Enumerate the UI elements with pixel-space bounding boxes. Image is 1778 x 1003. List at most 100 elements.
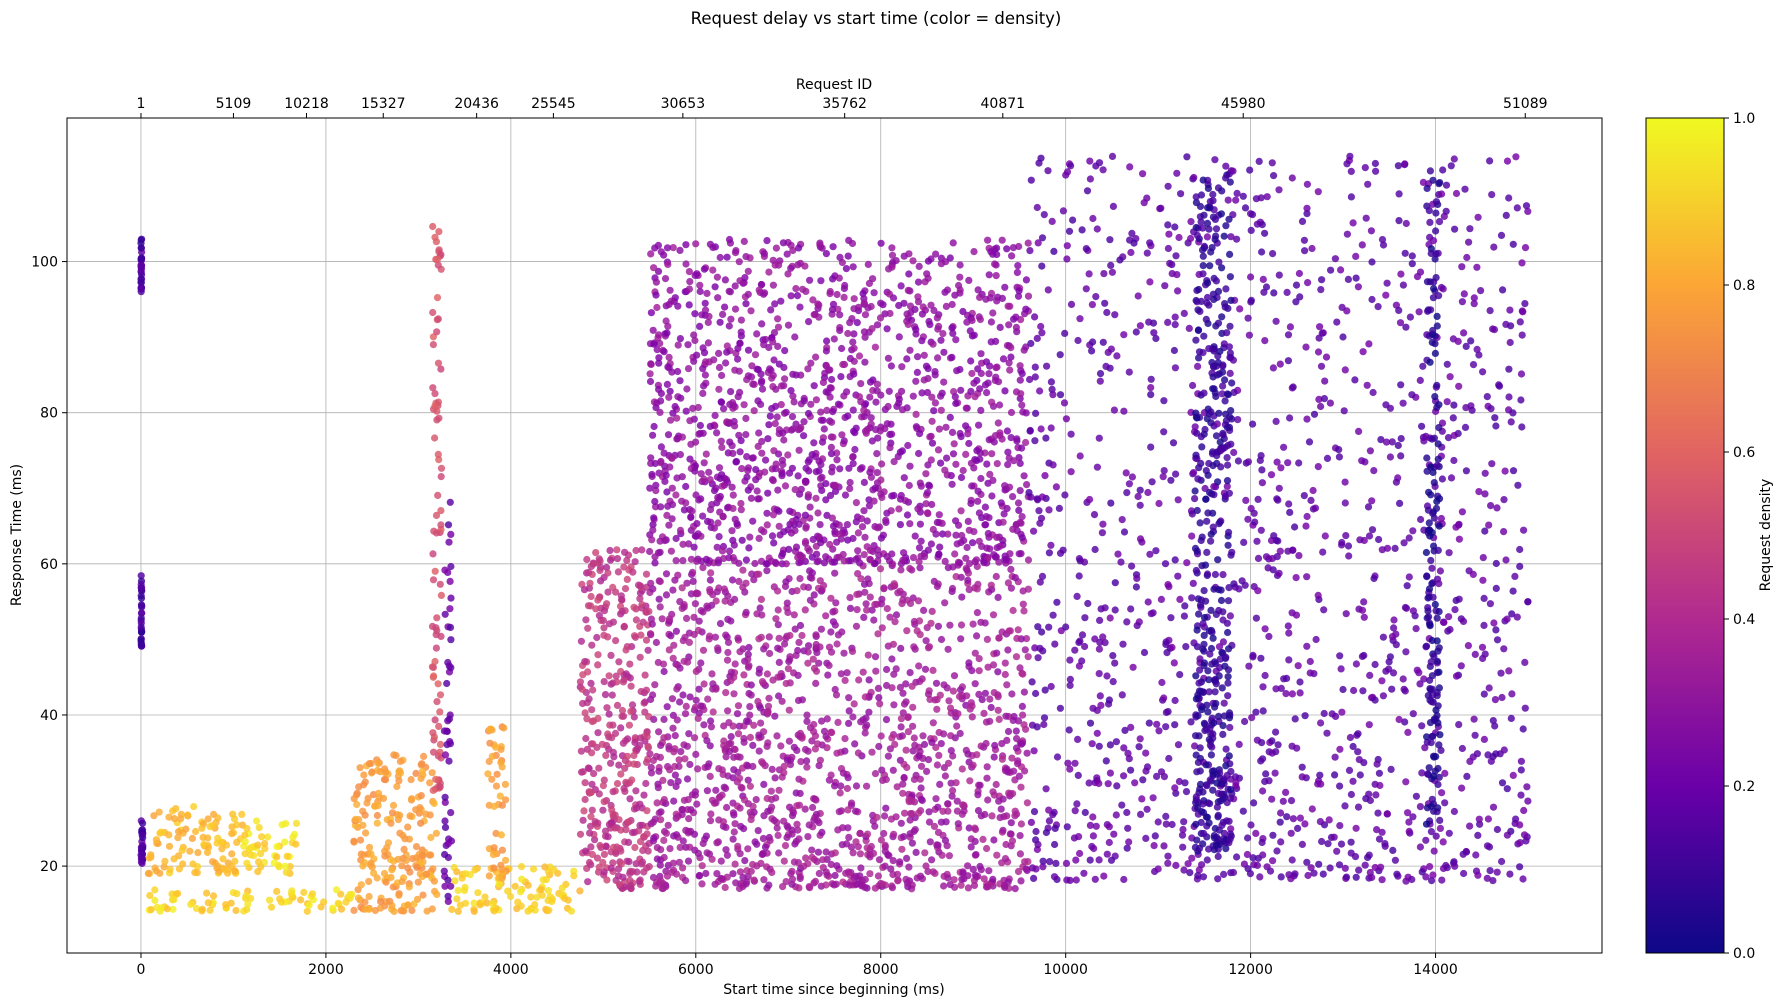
scatter-point [892, 813, 900, 821]
scatter-point [973, 609, 982, 617]
scatter-point [1516, 839, 1524, 847]
scatter-point [157, 828, 165, 836]
scatter-point [204, 899, 212, 907]
scatter-point [1517, 757, 1525, 765]
scatter-point [1120, 331, 1128, 339]
scatter-point [1258, 479, 1266, 487]
scatter-point [866, 393, 874, 401]
scatter-point [1095, 670, 1103, 678]
scatter-point [688, 791, 697, 799]
scatter-point [863, 425, 871, 434]
scatter-point [1086, 157, 1094, 165]
scatter-point [816, 521, 824, 529]
scatter-point [609, 788, 617, 796]
scatter-point [1416, 268, 1425, 276]
scatter-point [1291, 715, 1299, 723]
scatter-point [617, 770, 625, 778]
scatter-point [1008, 754, 1016, 762]
scatter-point [1470, 294, 1478, 302]
scatter-point [1283, 674, 1291, 683]
scatter-point [801, 745, 810, 754]
scatter-point [998, 435, 1006, 443]
scatter-point [247, 844, 255, 852]
scatter-point [186, 847, 194, 855]
scatter-point [1304, 871, 1312, 880]
scatter-point [282, 868, 290, 876]
scatter-point [775, 450, 783, 458]
scatter-point [941, 466, 949, 474]
scatter-point [829, 522, 838, 530]
scatter-point [899, 780, 907, 788]
scatter-point [1337, 266, 1345, 274]
scatter-point [1126, 163, 1134, 171]
scatter-point [1014, 867, 1023, 876]
scatter-point [953, 367, 961, 375]
scatter-point [1450, 456, 1458, 465]
scatter-point [731, 515, 739, 523]
scatter-point [624, 760, 633, 768]
scatter-point [648, 472, 656, 481]
scatter-point [577, 637, 586, 645]
scatter-point [734, 753, 742, 761]
scatter-point [396, 767, 404, 775]
scatter-point [629, 568, 637, 576]
scatter-point [944, 800, 952, 808]
scatter-point [726, 288, 735, 296]
scatter-point [685, 827, 693, 835]
scatter-point [663, 488, 671, 496]
scatter-point [649, 526, 657, 534]
scatter-point [996, 401, 1004, 409]
scatter-point [484, 770, 492, 778]
scatter-point [1143, 805, 1151, 813]
scatter-point [1416, 843, 1424, 851]
scatter-point [735, 577, 743, 586]
scatter-point [765, 694, 773, 702]
scatter-point [660, 853, 668, 862]
scatter-point [671, 576, 679, 584]
scatter-point [145, 854, 153, 862]
scatter-point [1341, 499, 1349, 507]
scatter-point [1461, 423, 1470, 431]
scatter-point [947, 709, 955, 717]
scatter-point [670, 748, 678, 756]
scatter-point [498, 846, 506, 854]
scatter-point [388, 809, 397, 817]
scatter-point [1158, 678, 1166, 687]
scatter-point [542, 876, 550, 884]
scatter-point [906, 830, 914, 838]
scatter-point [603, 876, 611, 884]
scatter-point [986, 545, 994, 553]
scatter-point [764, 707, 772, 715]
scatter-point [1048, 385, 1056, 393]
scatter-point [581, 795, 589, 804]
scatter-point [1247, 273, 1255, 281]
scatter-point [895, 395, 903, 403]
scatter-point [660, 715, 668, 724]
scatter-point [700, 349, 709, 357]
scatter-point [680, 796, 689, 804]
scatter-point [1007, 584, 1016, 592]
scatter-point [1074, 336, 1082, 345]
scatter-point [768, 404, 776, 413]
scatter-point [1034, 654, 1042, 662]
scatter-point [707, 717, 715, 725]
scatter-point [258, 833, 266, 841]
scatter-point [1007, 434, 1015, 442]
scatter-point [656, 577, 664, 586]
scatter-point [852, 838, 860, 846]
scatter-point [691, 734, 699, 742]
scatter-point [923, 388, 932, 397]
scatter-point [685, 730, 693, 738]
scatter-point [738, 536, 746, 544]
scatter-point [783, 833, 791, 842]
scatter-point [880, 584, 888, 592]
scatter-point [707, 518, 715, 526]
scatter-point [884, 354, 893, 362]
scatter-point [764, 489, 772, 497]
scatter-point [228, 850, 236, 858]
scatter-point [408, 906, 416, 915]
scatter-point [1385, 658, 1393, 666]
scatter-point [790, 858, 799, 866]
scatter-point [931, 399, 940, 407]
scatter-point [810, 382, 818, 390]
